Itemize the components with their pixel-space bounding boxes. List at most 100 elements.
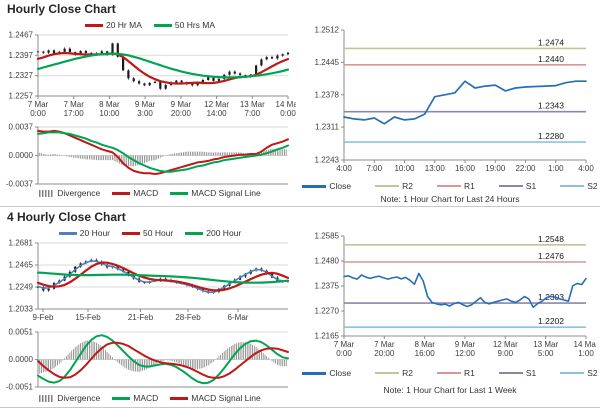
svg-text:5:00: 5:00 bbox=[538, 349, 554, 358]
legend-label: 50 Hrs MA bbox=[174, 20, 216, 30]
hourly-chart-title: Hourly Close Chart bbox=[7, 2, 116, 16]
svg-text:1.2327: 1.2327 bbox=[9, 71, 34, 80]
legend-label: R1 bbox=[463, 368, 475, 378]
legend-item-macd: MACD bbox=[112, 188, 158, 198]
legend-item-20-hr-ma: 20 Hr MA bbox=[84, 20, 142, 30]
svg-text:12:00: 12:00 bbox=[455, 349, 476, 358]
hourly-price-chart: 1.2467 1.2397 1.2327 1.2257 7 Mar 0:00 7 Mar 17… bbox=[4, 30, 301, 129]
svg-text:1.2243: 1.2243 bbox=[315, 156, 340, 165]
svg-text:7 Mar: 7 Mar bbox=[334, 340, 355, 349]
four-hourly-macd-legend: Divergence MACD MACD Signal Line bbox=[0, 393, 300, 403]
week-pivot-chart: 1.2585 1.2480 1.2375 1.2270 1.2165 7 Mar 0:00 7… bbox=[304, 227, 599, 382]
svg-text:1.2440: 1.2440 bbox=[538, 54, 564, 64]
svg-text:1.2375: 1.2375 bbox=[315, 282, 340, 291]
r1-swatch-icon bbox=[436, 185, 461, 187]
svg-text:1:00: 1:00 bbox=[578, 349, 594, 358]
svg-text:16:00: 16:00 bbox=[455, 164, 476, 173]
svg-text:12 Mar: 12 Mar bbox=[204, 100, 229, 109]
r2-swatch-icon bbox=[375, 185, 400, 187]
svg-text:-0.0037: -0.0037 bbox=[6, 180, 34, 189]
svg-text:7:00: 7:00 bbox=[367, 164, 383, 173]
svg-text:21-Feb: 21-Feb bbox=[128, 313, 154, 322]
legend-item-200-hour: 200 Hour bbox=[185, 228, 241, 238]
legend-item-50-hrs-ma: 50 Hrs MA bbox=[153, 20, 216, 30]
day-pivot-legend: Close R2 R1 S1 S2 bbox=[302, 181, 598, 191]
svg-text:22:00: 22:00 bbox=[515, 164, 536, 173]
svg-text:1.2585: 1.2585 bbox=[315, 232, 340, 241]
svg-text:1.2343: 1.2343 bbox=[538, 101, 564, 111]
svg-text:1.2270: 1.2270 bbox=[315, 307, 340, 316]
legend-item-close: Close bbox=[302, 368, 351, 378]
legend-label: 20 Hour bbox=[79, 228, 111, 238]
svg-text:1.2480: 1.2480 bbox=[315, 257, 340, 266]
close-swatch-icon bbox=[302, 371, 327, 375]
legend-label: 20 Hr MA bbox=[105, 20, 142, 30]
s2-swatch-icon bbox=[560, 185, 585, 187]
legend-item-s2: S2 bbox=[560, 181, 598, 191]
four-hourly-chart-title: 4 Hourly Close Chart bbox=[7, 210, 126, 224]
svg-text:1.2033: 1.2033 bbox=[9, 305, 34, 314]
legend-label: MACD Signal Line bbox=[191, 188, 261, 198]
legend-item-s2: S2 bbox=[560, 368, 598, 378]
svg-text:9:00: 9:00 bbox=[498, 349, 514, 358]
svg-text:1.2378: 1.2378 bbox=[315, 90, 340, 99]
svg-text:9 Mar: 9 Mar bbox=[455, 340, 476, 349]
legend-item-r2: R2 bbox=[375, 368, 413, 378]
svg-text:0.0051: 0.0051 bbox=[9, 328, 34, 337]
legend-label: S2 bbox=[587, 368, 598, 378]
s1-swatch-icon bbox=[498, 185, 523, 187]
svg-text:6-Mar: 6-Mar bbox=[228, 313, 249, 322]
legend-label: Close bbox=[329, 181, 352, 191]
legend-item-close: Close bbox=[302, 181, 351, 191]
day-chart-note: Note: 1 Hour Chart for Last 24 Hours bbox=[380, 194, 520, 204]
svg-text:1.2202: 1.2202 bbox=[538, 316, 564, 326]
svg-text:7 Mar: 7 Mar bbox=[374, 340, 395, 349]
svg-text:14 Mar: 14 Mar bbox=[574, 340, 596, 349]
legend-item-r2: R2 bbox=[375, 181, 413, 191]
divergence-swatch-icon bbox=[39, 189, 55, 197]
legend-item-20-hour: 20 Hour bbox=[58, 228, 111, 238]
svg-text:12 Mar: 12 Mar bbox=[493, 340, 518, 349]
s2-swatch-icon bbox=[560, 372, 585, 374]
hourly-macd-chart: 0.0037 0.0000 -0.0037 bbox=[4, 123, 296, 194]
svg-text:1.2548: 1.2548 bbox=[538, 234, 564, 244]
svg-text:7 Mar: 7 Mar bbox=[63, 100, 84, 109]
svg-text:1.2445: 1.2445 bbox=[315, 58, 340, 67]
week-pivot-legend: Close R2 R1 S1 S2 bbox=[302, 368, 598, 378]
r1-swatch-icon bbox=[436, 372, 461, 374]
svg-text:13:00: 13:00 bbox=[425, 164, 446, 173]
svg-text:17:00: 17:00 bbox=[64, 109, 85, 118]
day-pivot-chart: 1.2512 1.2445 1.2378 1.2311 1.2243 4:00 7:00 10… bbox=[304, 21, 596, 196]
legend-label: Divergence bbox=[57, 393, 101, 403]
svg-text:8 Mar: 8 Mar bbox=[99, 100, 120, 109]
hourly-ma-legend: 20 Hr MA 50 Hrs MA bbox=[0, 20, 300, 30]
legend-label: S2 bbox=[587, 181, 598, 191]
divergence-swatch-icon bbox=[39, 394, 55, 402]
svg-text:1.2465: 1.2465 bbox=[9, 261, 34, 270]
svg-text:14 Mar: 14 Mar bbox=[276, 100, 296, 109]
svg-text:1.2165: 1.2165 bbox=[315, 332, 340, 341]
svg-text:20:00: 20:00 bbox=[171, 109, 192, 118]
horizontal-divider bbox=[0, 407, 600, 408]
macd-swatch-icon bbox=[112, 191, 131, 195]
svg-text:0.0000: 0.0000 bbox=[9, 151, 34, 160]
legend-label: S1 bbox=[525, 181, 537, 191]
legend-item-divergence: Divergence bbox=[39, 393, 100, 403]
svg-text:0:00: 0:00 bbox=[280, 109, 296, 118]
legend-item-macd-signal-line: MACD Signal Line bbox=[170, 393, 261, 403]
horizontal-divider bbox=[0, 206, 600, 207]
20-hr-ma-swatch-icon bbox=[84, 23, 103, 27]
legend-label: R2 bbox=[402, 368, 413, 378]
svg-text:4:00: 4:00 bbox=[578, 164, 594, 173]
legend-item-r1: R1 bbox=[436, 368, 475, 378]
s1-swatch-icon bbox=[498, 372, 523, 374]
svg-text:1.2512: 1.2512 bbox=[315, 26, 340, 35]
svg-text:9 Mar: 9 Mar bbox=[135, 100, 156, 109]
macd-swatch-icon bbox=[112, 396, 131, 400]
svg-text:1:00: 1:00 bbox=[548, 164, 564, 173]
svg-text:1.2474: 1.2474 bbox=[538, 37, 564, 47]
svg-text:1.2681: 1.2681 bbox=[9, 239, 34, 248]
legend-item-divergence: Divergence bbox=[39, 188, 100, 198]
svg-text:7:00: 7:00 bbox=[245, 109, 261, 118]
svg-text:1.2476: 1.2476 bbox=[538, 251, 564, 261]
